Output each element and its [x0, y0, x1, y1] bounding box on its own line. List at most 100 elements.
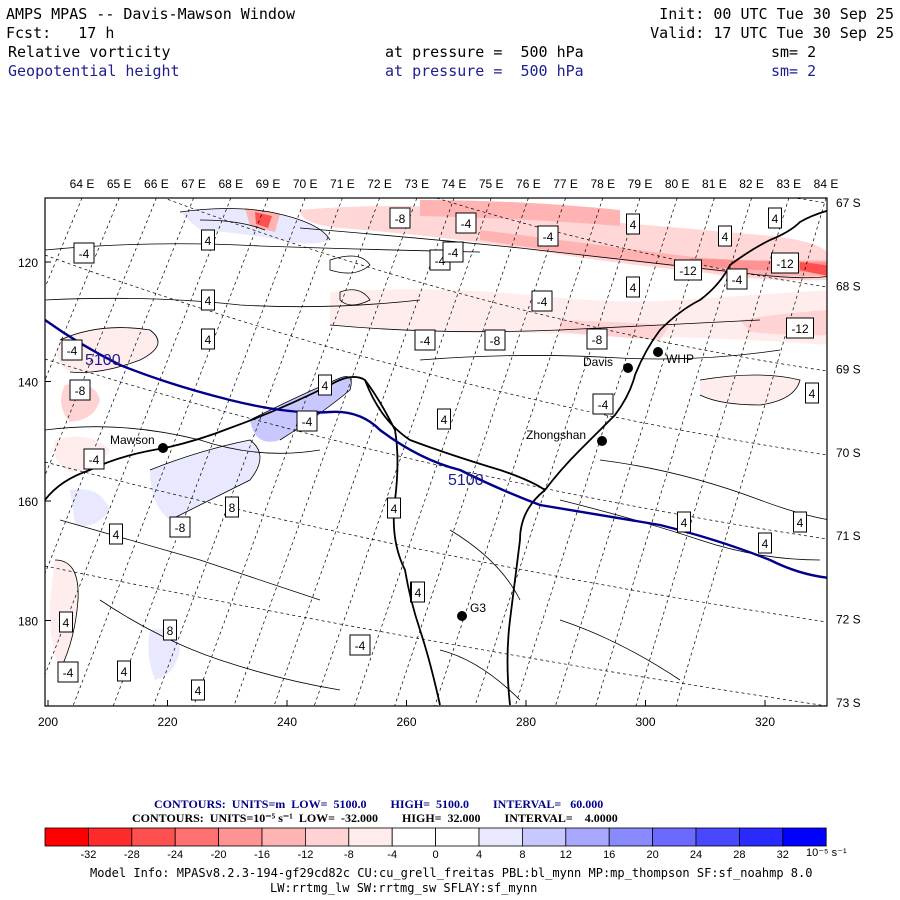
vorticity-contour-label: 4: [387, 497, 401, 519]
longitude-label: 81 E: [702, 177, 727, 191]
longitude-label: 70 E: [293, 177, 318, 191]
svg-text:-8: -8: [592, 333, 603, 347]
vorticity-contour-label: 8: [163, 619, 177, 641]
vorticity-contour-label: -12: [786, 317, 814, 339]
svg-text:4: 4: [121, 665, 128, 679]
vorticity-contour-label: -8: [389, 207, 411, 229]
svg-text:-4: -4: [355, 639, 366, 653]
colorbar-ticks: -32 -28 -24 -20 -16 -12 -8 -4 0 4 8 12 16 20 24 28 32: [80, 849, 788, 861]
station-dot-icon: [597, 436, 607, 446]
svg-text:-4: -4: [67, 344, 78, 358]
vorticity-contour-label: -4: [537, 225, 559, 247]
latitude-label: 71 S: [836, 529, 861, 543]
longitude-label: 79 E: [628, 177, 653, 191]
colorbar-tick-label: 0: [433, 849, 439, 861]
latitude-label: 67 S: [836, 196, 861, 210]
vorticity-contour-label: -8: [69, 379, 91, 401]
vorticity-contour-label: -4: [442, 241, 464, 263]
init-time: Init: 00 UTC Tue 30 Sep 25: [659, 5, 894, 23]
vorticity-contour-label: 4: [805, 382, 819, 404]
svg-text:4: 4: [195, 684, 202, 698]
svg-text:4: 4: [681, 516, 688, 530]
vorticity-contour-label: 4: [718, 225, 732, 247]
svg-text:4: 4: [205, 294, 212, 308]
vorticity-contour-label: -12: [771, 252, 799, 274]
vorticity-contour-label: -4: [531, 290, 553, 312]
longitude-label: 74 E: [442, 177, 467, 191]
colorbar-tick-label: -24: [167, 849, 183, 861]
y-axis-label: 140: [18, 376, 38, 390]
svg-text:-12: -12: [679, 264, 697, 278]
colorbar-swatch: [348, 827, 393, 847]
svg-text:-4: -4: [537, 295, 548, 309]
colorbar-swatch: [261, 827, 306, 847]
vorticity-contour-label: -8: [169, 516, 191, 538]
longitude-label: 80 E: [665, 177, 690, 191]
longitude-label: 66 E: [144, 177, 169, 191]
vorticity-contour-label: 4: [109, 523, 123, 545]
field1-name: Relative vorticity: [8, 43, 171, 61]
longitude-label: 64 E: [70, 177, 95, 191]
svg-text:-4: -4: [732, 273, 743, 287]
svg-text:-12: -12: [791, 322, 809, 336]
svg-text:-12: -12: [776, 257, 794, 271]
station-dot-icon: [623, 363, 633, 373]
station-dot-icon: [158, 443, 168, 453]
svg-text:-4: -4: [461, 217, 472, 231]
x-axis-labels: 200 220 240 260 280 300 320: [38, 715, 775, 729]
vorticity-contour-label: -4: [73, 242, 95, 264]
vorticity-contour-label: 4: [59, 611, 73, 633]
svg-text:-4: -4: [543, 230, 554, 244]
colorbar-swatch: [782, 827, 827, 847]
colorbar-tick-label: -16: [254, 849, 270, 861]
colorbar-tick-label: -20: [211, 849, 227, 861]
colorbar-tick-label: 28: [733, 849, 745, 861]
station-dot-icon: [653, 347, 663, 357]
height-label: 5100: [448, 472, 484, 489]
colorbar-tick-label: 32: [777, 849, 789, 861]
colorbar-swatch: [652, 827, 697, 847]
svg-text:-4: -4: [63, 666, 74, 680]
vorticity-contour-label: -4: [61, 339, 83, 361]
svg-text:4: 4: [322, 379, 329, 393]
svg-text:-8: -8: [75, 384, 86, 398]
colorbar-units: 10⁻⁵ s⁻¹: [806, 847, 847, 859]
vorticity-contour-label: -4: [414, 329, 436, 351]
model-info-line1: Model Info: MPASv8.2.3-194-gf29cd82c CU:…: [90, 866, 813, 880]
svg-text:-4: -4: [302, 415, 313, 429]
svg-text:-4: -4: [435, 254, 446, 268]
x-axis-label: 320: [755, 715, 775, 729]
colorbar-swatch: [435, 827, 480, 847]
vorticity-labels: -8-8-4-44-12-124-8-4-4-4-8-4-4-12-4-44-4…: [57, 207, 819, 701]
svg-text:4: 4: [391, 502, 398, 516]
vorticity-contour-label: -4: [726, 268, 748, 290]
svg-text:8: 8: [229, 501, 236, 515]
vorticity-contour-label: 4: [768, 207, 782, 229]
latlon-grid: [45, 198, 827, 706]
vorticity-contour-label: 4: [758, 532, 772, 554]
latitude-label: 70 S: [836, 446, 861, 460]
svg-text:4: 4: [441, 413, 448, 427]
svg-text:4: 4: [205, 234, 212, 248]
vorticity-contour-label: 4: [411, 581, 425, 603]
longitude-label: 84 E: [814, 177, 839, 191]
svg-text:4: 4: [415, 586, 422, 600]
colorbar-swatch: [44, 827, 89, 847]
svg-text:-4: -4: [598, 398, 609, 412]
latitude-labels: 67 S 68 S 69 S 70 S 71 S 72 S 73 S: [836, 196, 861, 710]
svg-text:4: 4: [63, 616, 70, 630]
colorbar-swatch: [739, 827, 784, 847]
vorticity-contour-label: 4: [201, 328, 215, 350]
vorticity-contour-label: -8: [484, 329, 506, 351]
x-axis-label: 220: [157, 715, 177, 729]
colorbar-swatch: [391, 827, 437, 847]
svg-text:-8: -8: [395, 212, 406, 226]
longitude-label: 75 E: [479, 177, 504, 191]
colorbar-swatch: [565, 827, 610, 847]
svg-text:4: 4: [630, 218, 637, 232]
svg-text:4: 4: [797, 516, 804, 530]
svg-text:4: 4: [772, 212, 779, 226]
svg-text:-4: -4: [79, 247, 90, 261]
colorbar-swatch: [218, 827, 263, 847]
vorticity-contour-label: 4: [201, 289, 215, 311]
